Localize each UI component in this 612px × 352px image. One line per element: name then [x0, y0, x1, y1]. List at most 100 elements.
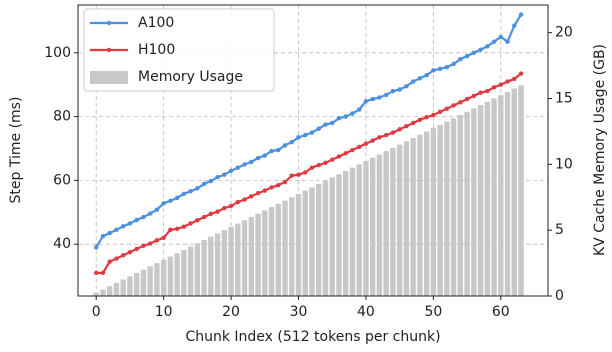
plot-frame: [77, 4, 549, 297]
bar: [133, 272, 140, 296]
legend-label: A100: [138, 15, 174, 31]
point: [458, 57, 463, 62]
point: [120, 224, 126, 229]
bar: [336, 174, 342, 296]
bar: [235, 223, 241, 296]
point: [161, 235, 166, 240]
bar: [471, 108, 477, 296]
point: [336, 154, 342, 159]
y-tick-label: 100: [44, 45, 71, 61]
bar: [369, 157, 376, 296]
point: [397, 87, 402, 92]
point: [350, 147, 355, 153]
bar: [363, 161, 369, 296]
point: [464, 53, 470, 59]
point: [404, 84, 409, 89]
point: [343, 151, 348, 156]
bar: [403, 141, 410, 296]
point: [174, 195, 180, 201]
point: [255, 155, 261, 161]
point: [296, 135, 301, 140]
line: [96, 72, 522, 274]
point: [168, 227, 173, 233]
point: [282, 179, 288, 185]
bar: [343, 170, 349, 296]
bar: [268, 207, 275, 296]
bar: [491, 98, 497, 297]
point: [154, 207, 160, 212]
point: [228, 168, 234, 174]
bar: [477, 105, 484, 297]
point: [195, 218, 200, 223]
point: [161, 201, 166, 206]
point: [201, 181, 207, 187]
bar: [228, 226, 234, 296]
x-tick-label: 20: [222, 304, 240, 320]
bar: [423, 131, 430, 296]
bar: [444, 121, 450, 296]
point: [100, 234, 106, 239]
point: [282, 143, 288, 148]
bar: [194, 243, 201, 296]
point: [464, 96, 470, 102]
point: [478, 90, 483, 95]
bar: [154, 263, 160, 296]
y-axis-label: Step Time (ms): [8, 97, 24, 204]
bar: [120, 279, 126, 296]
bar: [113, 282, 120, 296]
point: [242, 162, 247, 167]
point: [316, 162, 321, 168]
bar: [140, 269, 147, 296]
point: [134, 217, 139, 223]
point: [518, 12, 524, 17]
point: [201, 214, 207, 220]
point: [141, 214, 146, 220]
point: [242, 197, 247, 202]
point: [444, 106, 450, 111]
point: [262, 188, 267, 193]
y-tick-label: 40: [53, 236, 71, 252]
point: [417, 117, 423, 123]
bar: [464, 111, 470, 297]
point: [485, 88, 490, 94]
point: [323, 160, 328, 166]
point: [222, 205, 227, 211]
point: [471, 93, 477, 99]
bar: [208, 236, 214, 296]
bar: [309, 187, 315, 296]
bar: [275, 203, 281, 296]
point: [94, 245, 99, 250]
point: [127, 249, 133, 255]
point: [94, 270, 99, 276]
bar: [511, 88, 517, 296]
y2-tick-label: 5: [555, 222, 564, 238]
legend-box: [83, 8, 275, 92]
bar: [255, 213, 261, 296]
point: [397, 127, 402, 132]
point: [431, 68, 436, 73]
point: [249, 159, 254, 165]
point: [437, 66, 443, 71]
point: [505, 39, 510, 44]
point: [107, 230, 112, 236]
point: [323, 122, 328, 127]
x-axis-label: Chunk Index (512 tokens per chunk): [185, 329, 440, 345]
point: [276, 182, 281, 188]
point: [114, 227, 119, 233]
point: [377, 95, 382, 100]
point: [235, 165, 241, 170]
point: [458, 100, 463, 105]
point: [491, 39, 497, 44]
point: [451, 61, 456, 67]
point: [114, 256, 119, 261]
point: [363, 141, 369, 146]
bar: [160, 259, 167, 296]
point: [390, 130, 396, 135]
point: [208, 178, 214, 184]
point: [518, 71, 524, 76]
bar: [241, 220, 248, 296]
point: [478, 47, 483, 52]
bar: [221, 230, 228, 296]
point: [195, 186, 200, 191]
